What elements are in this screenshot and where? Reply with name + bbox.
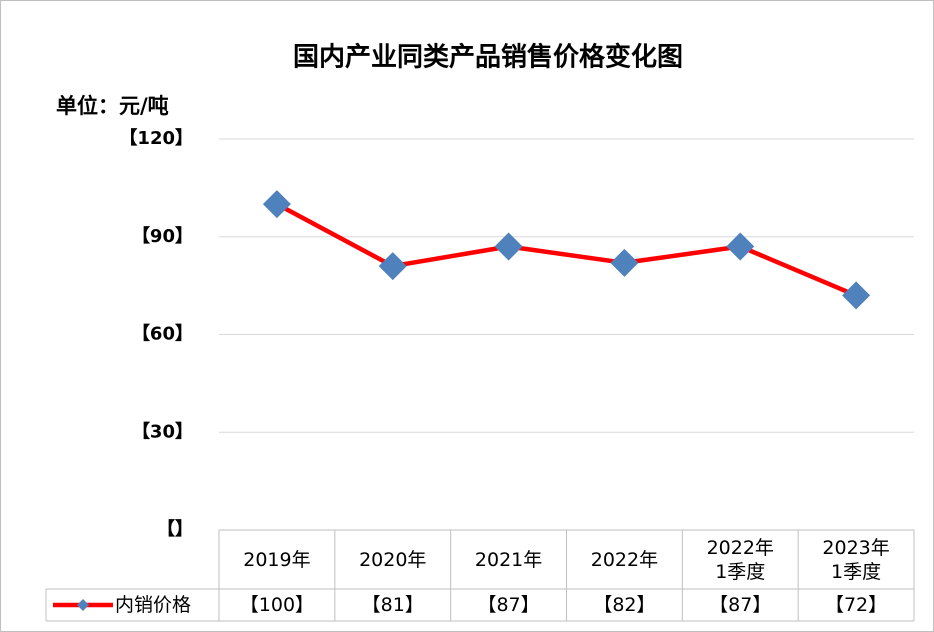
x-tick-label: 2023年 1季度 bbox=[822, 536, 890, 583]
y-axis-label: 单位：元/吨 bbox=[56, 94, 169, 118]
y-tick-label: 【】 bbox=[157, 519, 193, 540]
chart-title: 国内产业同类产品销售价格变化图 bbox=[293, 42, 683, 73]
value-label: 【87】 bbox=[477, 594, 540, 616]
marker bbox=[842, 281, 871, 310]
value-label: 【72】 bbox=[824, 594, 888, 616]
y-tick-label: 【120】 bbox=[119, 128, 193, 149]
legend-marker bbox=[77, 599, 89, 611]
marker bbox=[726, 232, 755, 261]
marker bbox=[378, 252, 407, 281]
x-tick-label: 2020年 bbox=[359, 548, 427, 571]
x-tick-label: 2019年 bbox=[243, 548, 311, 571]
value-label: 【81】 bbox=[361, 594, 424, 616]
y-tick-label: 【90】 bbox=[132, 226, 193, 247]
marker bbox=[262, 190, 291, 219]
line bbox=[275, 202, 857, 298]
legend-label: 内销价格 bbox=[115, 594, 192, 616]
value-label: 【100】 bbox=[239, 594, 315, 616]
marker bbox=[610, 248, 639, 277]
y-tick-label: 【60】 bbox=[132, 324, 193, 345]
marker bbox=[494, 232, 523, 261]
x-tick-label: 2022年 bbox=[590, 548, 659, 571]
x-tick-label: 2022年 1季度 bbox=[706, 536, 774, 583]
x-tick-label: 2021年 bbox=[474, 548, 543, 571]
value-label: 【87】 bbox=[709, 594, 772, 616]
y-tick-label: 【30】 bbox=[132, 421, 193, 442]
value-label: 【82】 bbox=[593, 594, 656, 616]
